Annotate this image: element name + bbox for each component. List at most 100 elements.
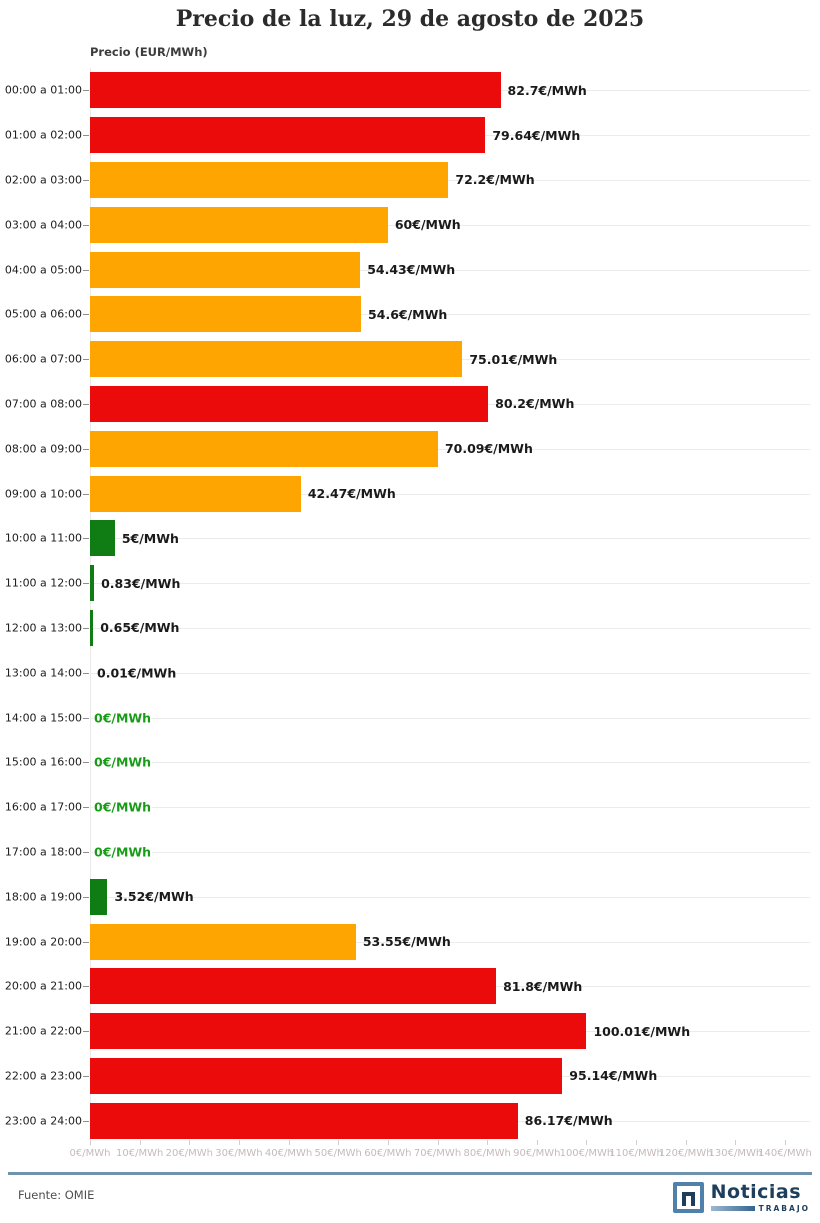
hour-label: 07:00 a 08:00 (4, 397, 82, 411)
x-tick-label: 20€/MWh (165, 1148, 213, 1159)
chart-row: 07:00 a 08:00 80.2€/MWh (0, 382, 820, 427)
y-tick-mark (83, 941, 89, 943)
chart-row: 22:00 a 23:00 95.14€/MWh (0, 1054, 820, 1099)
hour-label: 22:00 a 23:00 (4, 1069, 82, 1083)
x-tick-label: 30€/MWh (215, 1148, 263, 1159)
noticias-trabajo-logo: Noticias TRABAJO (672, 1181, 810, 1213)
x-tick-label: 60€/MWh (364, 1148, 412, 1159)
price-value-label: 0.83€/MWh (101, 575, 181, 591)
chart-row: 18:00 a 19:00 3.52€/MWh (0, 874, 820, 919)
price-bar (90, 609, 94, 646)
gridline (90, 672, 810, 674)
price-bar (90, 1013, 587, 1050)
hour-label: 15:00 a 16:00 (4, 755, 82, 769)
hour-label: 11:00 a 12:00 (4, 576, 82, 590)
x-tick-mark (338, 1140, 340, 1145)
y-tick-mark (83, 314, 89, 316)
y-tick-mark (83, 717, 89, 719)
chart-row: 06:00 a 07:00 75.01€/MWh (0, 337, 820, 382)
hour-label: 21:00 a 22:00 (4, 1024, 82, 1038)
price-value-label: 0€/MWh (94, 844, 152, 860)
x-tick-mark (785, 1140, 786, 1145)
price-value-label: 60€/MWh (394, 217, 461, 233)
chart-row: 10:00 a 11:00 5€/MWh (0, 516, 820, 561)
chart-row: 13:00 a 14:00 0.01€/MWh (0, 650, 820, 695)
y-tick-mark (83, 762, 89, 764)
chart-row: 19:00 a 20:00 53.55€/MWh (0, 919, 820, 964)
price-value-label: 72.2€/MWh (455, 172, 535, 188)
y-tick-mark (83, 538, 89, 540)
price-value-label: 54.6€/MWh (368, 306, 448, 322)
y-tick-mark (83, 403, 89, 405)
hour-label: 05:00 a 06:00 (4, 307, 82, 321)
x-tick-label: 110€/MWh (609, 1148, 663, 1159)
price-bar (90, 206, 388, 243)
x-tick-label: 0€/MWh (69, 1148, 111, 1159)
zero-axis-line (90, 68, 91, 1146)
logo-subtitle: TRABAJO (758, 1203, 810, 1213)
gridline (90, 762, 810, 764)
y-tick-mark (83, 179, 89, 181)
x-tick-mark (90, 1140, 91, 1145)
chart-row: 00:00 a 01:00 82.7€/MWh (0, 68, 820, 113)
y-tick-mark (83, 269, 89, 271)
hour-label: 20:00 a 21:00 (4, 979, 82, 993)
y-tick-mark (83, 807, 89, 809)
x-tick-mark (636, 1140, 638, 1145)
hour-label: 19:00 a 20:00 (4, 935, 82, 949)
x-tick-label: 40€/MWh (264, 1148, 313, 1159)
price-value-label: 42.47€/MWh (307, 486, 396, 502)
chart-row: 14:00 a 15:00 0€/MWh (0, 695, 820, 740)
price-value-label: 3.52€/MWh (114, 889, 194, 905)
x-tick-mark (238, 1140, 240, 1145)
x-tick-label: 70€/MWh (413, 1148, 462, 1159)
chart-row: 05:00 a 06:00 54.6€/MWh (0, 292, 820, 337)
y-tick-mark (83, 90, 89, 92)
y-tick-mark (83, 135, 89, 137)
logo-n-icon (672, 1182, 704, 1213)
hour-label: 09:00 a 10:00 (4, 487, 82, 501)
price-value-label: 0€/MWh (94, 710, 152, 726)
price-value-label: 0.01€/MWh (97, 665, 177, 681)
gridline (90, 224, 810, 226)
price-bar (90, 475, 301, 512)
price-bar (90, 296, 362, 333)
chart-row: 04:00 a 05:00 54.43€/MWh (0, 247, 820, 292)
gridline (90, 851, 810, 853)
price-value-label: 86.17€/MWh (524, 1113, 613, 1129)
chart-row: 12:00 a 13:00 0.65€/MWh (0, 606, 820, 651)
price-bar (90, 251, 361, 288)
x-tick-mark (387, 1140, 389, 1145)
y-tick-mark (83, 1075, 89, 1077)
hour-label: 04:00 a 05:00 (4, 263, 82, 277)
x-axis: 0€/MWh 10€/MWh 20€/MWh 30€/MWh 40€/MWh 50€/MW… (0, 1140, 820, 1164)
price-bar (90, 968, 497, 1005)
price-value-label: 5€/MWh (121, 530, 179, 546)
gridline (90, 896, 810, 898)
logo-name: Noticias (710, 1181, 802, 1203)
chart-row: 20:00 a 21:00 81.8€/MWh (0, 964, 820, 1009)
x-tick-mark (536, 1140, 538, 1145)
price-value-label: 79.64€/MWh (492, 127, 581, 143)
y-tick-mark (83, 583, 89, 585)
price-value-label: 80.2€/MWh (495, 396, 575, 412)
hour-label: 08:00 a 09:00 (4, 442, 82, 456)
x-tick-mark (735, 1140, 737, 1145)
hour-label: 13:00 a 14:00 (4, 666, 82, 680)
x-tick-mark (437, 1140, 439, 1145)
price-value-label: 0€/MWh (94, 754, 152, 770)
price-bar (90, 385, 489, 422)
x-tick-label: 10€/MWh (115, 1148, 164, 1159)
price-bar (90, 430, 438, 467)
gridline (90, 538, 810, 540)
price-value-label: 0€/MWh (94, 799, 152, 815)
gridline (90, 717, 810, 719)
y-tick-mark (83, 224, 89, 226)
bar-chart: 00:00 a 01:00 82.7€/MWh 01:00 a 02:00 79… (0, 68, 820, 1143)
x-tick-label: 140€/MWh (758, 1148, 812, 1159)
chart-row: 09:00 a 10:00 42.47€/MWh (0, 471, 820, 516)
gridline (90, 627, 810, 629)
chart-row: 16:00 a 17:00 0€/MWh (0, 785, 820, 830)
chart-row: 01:00 a 02:00 79.64€/MWh (0, 113, 820, 158)
